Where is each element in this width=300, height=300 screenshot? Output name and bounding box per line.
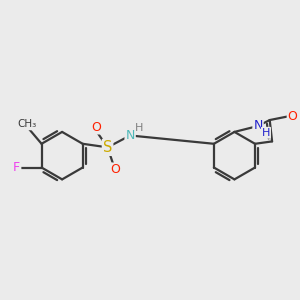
Text: O: O — [91, 121, 101, 134]
Text: O: O — [288, 110, 298, 123]
Text: N: N — [253, 119, 263, 133]
Text: N: N — [125, 129, 135, 142]
Text: F: F — [13, 161, 20, 174]
Text: S: S — [103, 140, 112, 155]
Text: H: H — [134, 123, 143, 133]
Text: H: H — [262, 128, 270, 138]
Text: CH₃: CH₃ — [17, 119, 36, 129]
Text: O: O — [110, 164, 120, 176]
